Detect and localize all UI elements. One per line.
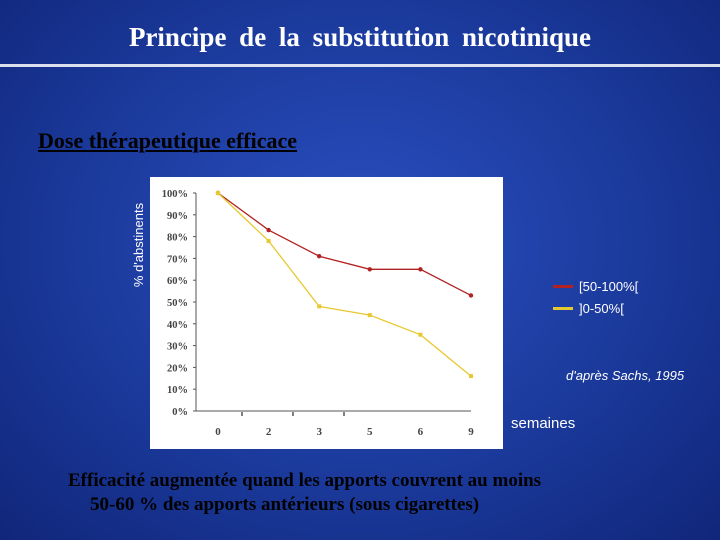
legend-swatch-low (553, 307, 573, 310)
legend-label-high: [50-100%[ (579, 279, 639, 294)
chart-background (150, 177, 503, 449)
series-low-point (317, 304, 322, 309)
x-tick-label: 3 (316, 426, 322, 438)
series-high-point (266, 227, 271, 233)
y-tick-label: 20% (167, 363, 188, 374)
y-tick-label: 10% (167, 385, 188, 396)
series-high-point (468, 293, 474, 298)
y-tick-label: 70% (167, 254, 188, 265)
y-tick-label: 30% (167, 342, 188, 353)
legend-swatch-high (553, 285, 573, 288)
x-tick-label: 2 (266, 426, 272, 438)
series-high-point (367, 267, 372, 272)
series-low-point (266, 238, 271, 243)
line-chart: 0% 10% 20% 30% 40% 50% 60% 70% 80% 90% 100% 0 2 3 5 6 9 (150, 177, 503, 449)
y-tick-label: 50% (167, 298, 188, 309)
series-low-point (469, 374, 473, 379)
y-axis-label: % d'abstinents (131, 202, 146, 288)
legend-label-low: ]0-50%[ (579, 301, 624, 316)
series-low-line (217, 192, 472, 377)
y-tick-label: 60% (167, 276, 188, 287)
series-high-line (217, 192, 472, 297)
slide-subtitle: Dose thérapeutique efficace (38, 128, 298, 153)
series-low-point (216, 191, 220, 195)
series-low-point (418, 332, 423, 337)
conclusion-line-2: 50-60 % des apports antérieurs (sous cig… (90, 494, 480, 515)
series-high-point (317, 254, 322, 259)
x-tick-label: 6 (418, 426, 424, 438)
y-tick-label: 80% (167, 233, 188, 244)
source-citation: d'après Sachs, 1995 (566, 368, 685, 383)
slide-title: Principe de la substitution nicotinique (128, 22, 592, 52)
x-axis-label: semaines (511, 415, 576, 432)
y-tick-label: 90% (167, 211, 188, 222)
x-tick-label: 5 (367, 426, 373, 438)
y-tick-label: 100% (162, 189, 188, 200)
conclusion-text: Efficacité augmentée quand les apports c… (68, 469, 708, 517)
series-low-point (367, 313, 372, 318)
chart-container: 0% 10% 20% 30% 40% 50% 60% 70% 80% 90% 100% 0 2 3 5 6 9 (150, 177, 503, 449)
x-tick-label: 0 (215, 426, 221, 438)
series-high-point (418, 267, 423, 272)
conclusion-line-1: Efficacité augmentée quand les apports c… (68, 470, 542, 491)
x-tick-label: 9 (468, 426, 474, 438)
y-tick-label: 0% (172, 407, 188, 418)
y-tick-label: 40% (167, 320, 188, 331)
title-underline (0, 64, 720, 67)
